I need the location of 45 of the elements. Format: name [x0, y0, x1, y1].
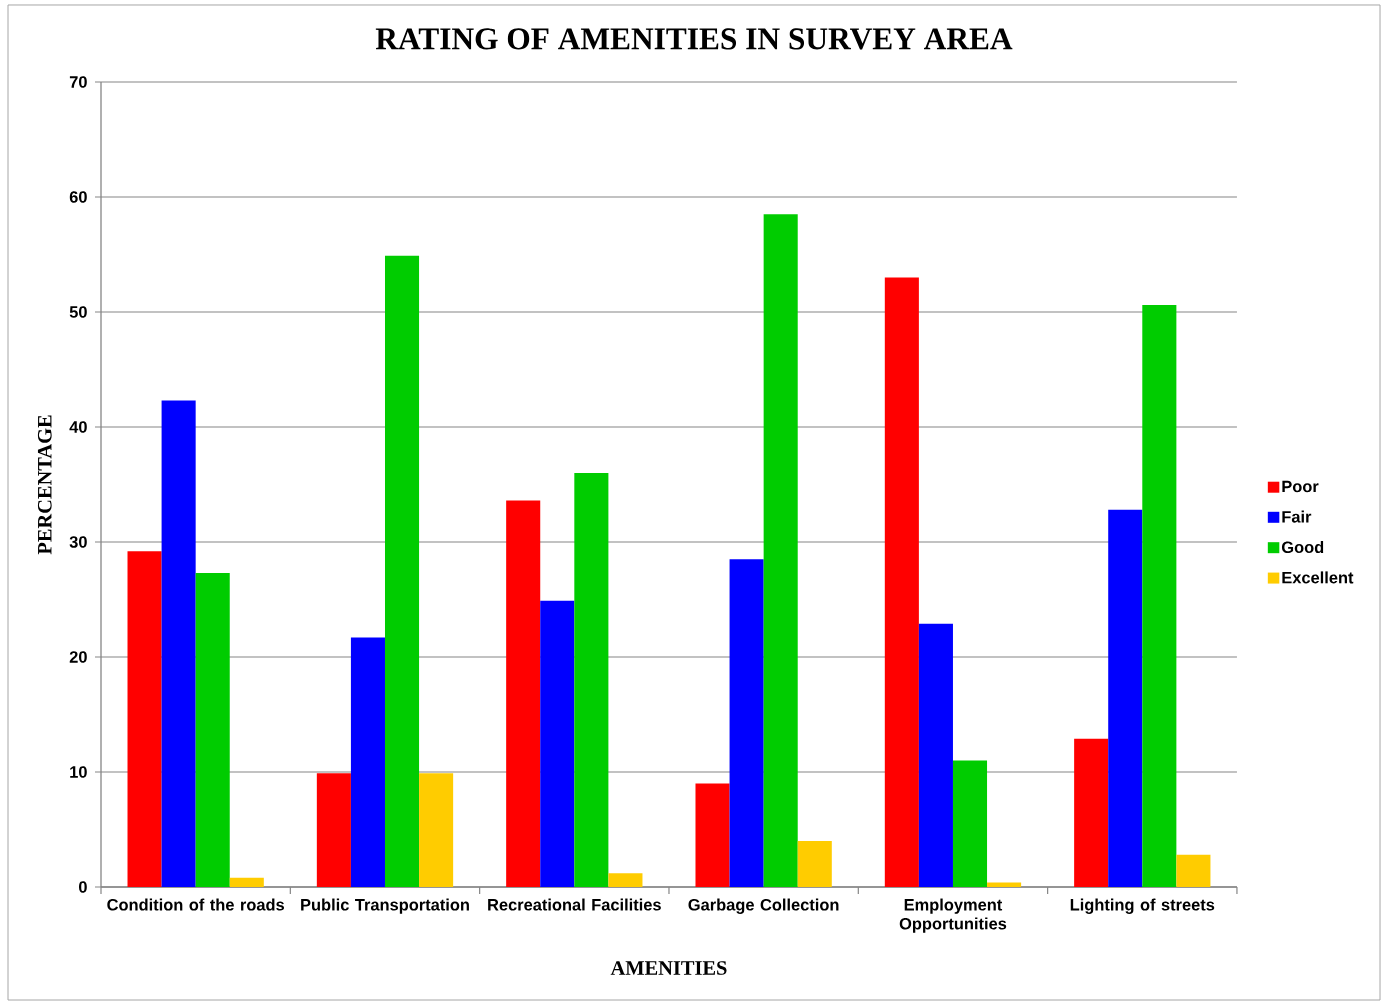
x-tick-label: Lighting of streets [1070, 898, 1215, 914]
y-tick-label: 50 [69, 306, 87, 318]
bar [987, 882, 1022, 887]
bar [729, 559, 764, 887]
x-tick-label: Public Transportation [301, 898, 469, 914]
bar [797, 841, 832, 887]
x-tick-label: Employment Opportunities [899, 898, 1007, 933]
y-axis-title: PERCENTAGE [37, 415, 52, 555]
bar [952, 760, 988, 887]
bar [540, 600, 575, 887]
bar [127, 551, 162, 887]
x-tick-label: Condition of the roads [107, 898, 285, 911]
bar [506, 500, 541, 887]
legend-label: Poor [1282, 480, 1319, 493]
y-tick-label: 20 [69, 651, 87, 663]
legend-label: Fair [1282, 510, 1312, 523]
x-tick-label: Recreational Facilities [488, 898, 661, 911]
bar [350, 637, 385, 887]
y-tick-label: 40 [69, 421, 87, 433]
bar [608, 873, 643, 887]
chart-title: RATING OF AMENITIES IN SURVEY AREA [375, 28, 1013, 50]
y-tick-label: 70 [69, 76, 87, 88]
bar [695, 783, 730, 887]
bar [884, 277, 919, 887]
x-tick-label: Garbage Collection [688, 898, 839, 914]
legend-label: Good [1281, 540, 1324, 554]
bar [1176, 854, 1211, 887]
x-axis-title: AMENITIES [610, 961, 727, 975]
bar [918, 623, 953, 887]
y-tick-label: 60 [69, 191, 87, 203]
bar [763, 214, 798, 887]
bar [161, 400, 196, 887]
bar [316, 773, 351, 887]
bar [574, 473, 609, 887]
bar [1108, 509, 1143, 887]
bar [384, 255, 420, 887]
legend-label: Excellent [1282, 571, 1354, 584]
bar [419, 773, 454, 887]
bar [229, 877, 264, 887]
y-tick-label: 0 [79, 881, 87, 893]
y-tick-label: 30 [69, 536, 87, 548]
y-tick-label: 10 [70, 766, 87, 778]
bar [1142, 305, 1177, 887]
bar [1074, 738, 1109, 887]
bar [195, 573, 230, 887]
